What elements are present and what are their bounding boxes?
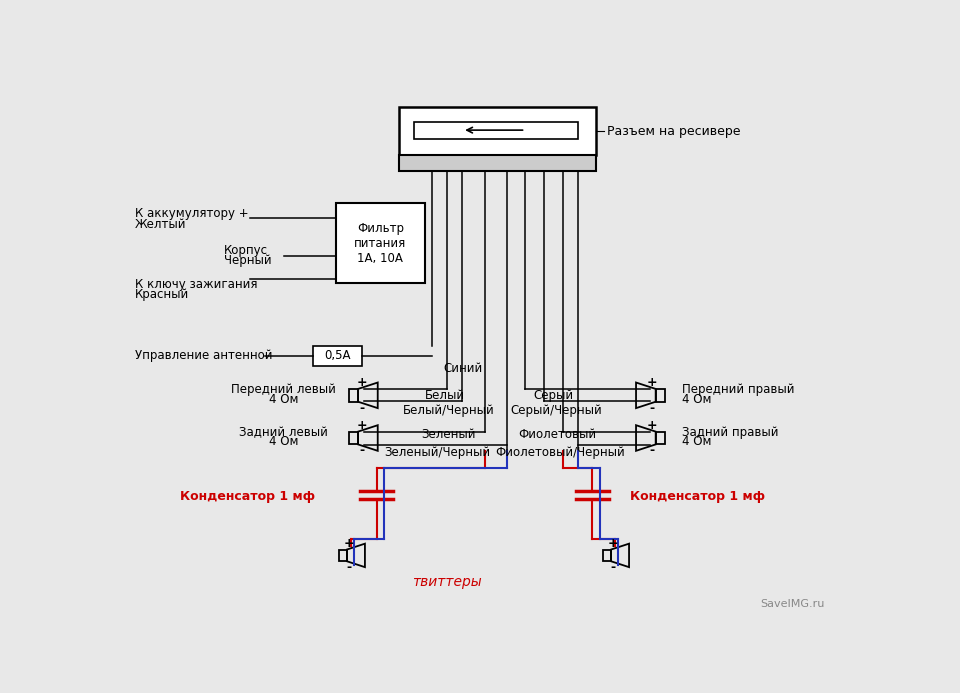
Text: 4 Ом: 4 Ом (269, 435, 299, 448)
Text: -: - (611, 561, 615, 574)
Text: К ключу зажигания: К ключу зажигания (134, 279, 257, 291)
Text: 4 Ом: 4 Ом (682, 435, 711, 448)
FancyBboxPatch shape (399, 107, 596, 155)
Text: -: - (359, 402, 365, 414)
Text: +: + (608, 537, 618, 550)
Text: 0,5А: 0,5А (324, 349, 350, 362)
Text: Фиолетовый: Фиолетовый (518, 428, 596, 441)
Text: Корпус: Корпус (225, 244, 268, 257)
FancyBboxPatch shape (336, 203, 425, 283)
Text: Конденсатор 1 мф: Конденсатор 1 мф (630, 490, 765, 503)
Text: Белый/Черный: Белый/Черный (403, 404, 494, 417)
Text: +: + (647, 376, 658, 389)
FancyBboxPatch shape (414, 122, 578, 139)
Text: Задний правый: Задний правый (682, 426, 779, 439)
FancyBboxPatch shape (313, 346, 362, 366)
Text: +: + (356, 376, 367, 389)
Text: Синий: Синий (444, 362, 483, 375)
Text: -: - (359, 444, 365, 457)
Text: Передний левый: Передний левый (231, 383, 336, 396)
Text: Задний левый: Задний левый (239, 426, 328, 439)
Text: +: + (344, 537, 354, 550)
Text: Зеленый/Черный: Зеленый/Черный (384, 446, 491, 459)
Text: Серый: Серый (533, 389, 573, 402)
Text: Конденсатор 1 мф: Конденсатор 1 мф (180, 490, 315, 503)
Text: твиттеры: твиттеры (413, 575, 482, 589)
Text: Желтый: Желтый (134, 218, 186, 231)
Text: Разъем на ресивере: Разъем на ресивере (608, 125, 741, 138)
Text: К аккумулятору +: К аккумулятору + (134, 207, 249, 220)
Text: +: + (647, 419, 658, 432)
Text: 4 Ом: 4 Ом (269, 392, 299, 405)
Text: +: + (356, 419, 367, 432)
Text: -: - (347, 561, 351, 574)
Text: SaveIMG.ru: SaveIMG.ru (760, 599, 825, 608)
Text: Серый/Черный: Серый/Черный (511, 404, 602, 417)
Text: Зеленый: Зеленый (421, 428, 476, 441)
Text: Управление антенной: Управление антенной (134, 349, 273, 362)
Text: 4 Ом: 4 Ом (682, 392, 711, 405)
Text: Черный: Черный (225, 254, 272, 267)
Text: Белый: Белый (425, 389, 466, 402)
Text: Фильтр
питания
1А, 10А: Фильтр питания 1А, 10А (354, 222, 406, 265)
Text: Передний правый: Передний правый (682, 383, 794, 396)
Text: -: - (649, 402, 655, 414)
Text: -: - (649, 444, 655, 457)
FancyBboxPatch shape (399, 155, 596, 171)
Text: Фиолетовый/Черный: Фиолетовый/Черный (495, 446, 626, 459)
Text: Красный: Красный (134, 288, 189, 301)
